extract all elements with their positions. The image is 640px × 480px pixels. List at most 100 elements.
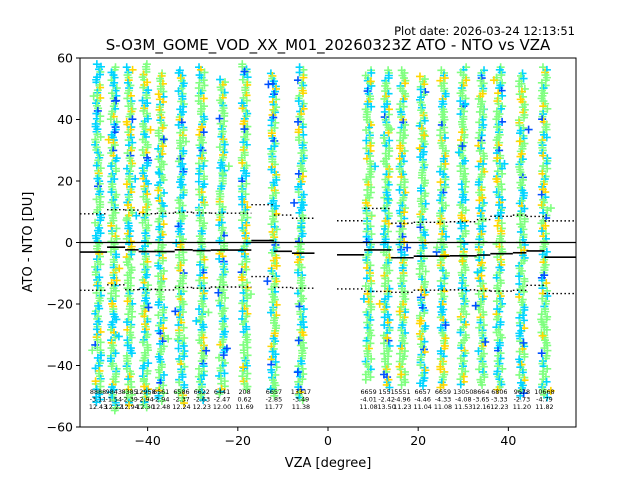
sample-point <box>158 308 167 317</box>
sample-point <box>143 143 152 152</box>
sample-point <box>266 308 275 317</box>
sample-column <box>104 63 124 415</box>
sample-point <box>524 125 533 134</box>
sample-point <box>154 300 163 309</box>
sample-point <box>456 380 465 389</box>
sample-point <box>104 135 113 144</box>
sample-point <box>538 331 547 340</box>
sample-point <box>159 389 168 398</box>
sample-point <box>380 321 389 330</box>
sample-point <box>359 294 368 303</box>
sample-point <box>384 110 393 119</box>
sample-point <box>420 116 429 125</box>
sample-point <box>415 72 424 81</box>
sample-point <box>418 381 427 390</box>
sample-point <box>546 204 555 213</box>
sample-point <box>543 364 552 373</box>
sample-point <box>154 186 163 195</box>
sample-point <box>215 254 224 263</box>
sample-point <box>537 349 546 358</box>
sample-point <box>383 333 392 342</box>
sample-point <box>96 260 105 269</box>
stat-std: 11.53 <box>454 403 472 411</box>
sample-column <box>192 63 213 405</box>
stat-count: 10668 <box>534 388 554 396</box>
sample-point <box>479 105 488 114</box>
sample-point <box>519 389 528 398</box>
sample-point <box>537 315 546 324</box>
sample-point <box>92 60 101 69</box>
sample-point <box>515 347 524 356</box>
sample-point <box>361 375 370 384</box>
sample-point <box>298 375 307 384</box>
sample-point <box>107 162 116 171</box>
sample-point <box>367 211 376 220</box>
sample-point <box>395 185 404 194</box>
sample-point <box>242 385 251 394</box>
sample-point <box>123 94 132 103</box>
sample-point <box>215 390 224 399</box>
sample-point <box>127 390 136 399</box>
sample-point <box>138 364 147 373</box>
sample-point <box>140 375 149 384</box>
sample-point <box>115 264 124 273</box>
sample-point <box>375 299 384 308</box>
sample-point <box>238 307 247 316</box>
stat-mean: 0.62 <box>237 396 251 404</box>
y-tick-label: 0 <box>65 235 73 250</box>
x-tick-label: 0 <box>324 433 332 448</box>
sample-column <box>514 69 533 400</box>
sample-point <box>479 362 488 371</box>
sample-point <box>194 364 203 373</box>
sample-point <box>367 102 376 111</box>
sample-point <box>433 243 442 252</box>
sample-point <box>216 301 225 310</box>
sample-point <box>542 377 551 386</box>
sample-point <box>215 236 224 245</box>
sample-point <box>174 388 183 397</box>
sample-point <box>174 284 183 293</box>
sample-point <box>238 281 247 290</box>
sample-point <box>421 199 430 208</box>
sample-point <box>493 221 502 230</box>
sample-point <box>293 268 302 277</box>
stat-std: 11.82 <box>535 403 553 411</box>
sample-point <box>266 385 275 394</box>
sample-point <box>498 333 507 342</box>
sample-point <box>195 260 204 269</box>
sample-point <box>204 308 213 317</box>
stat-std: 11.04 <box>414 403 432 411</box>
sample-point <box>246 290 255 299</box>
sample-point <box>456 328 465 337</box>
sample-point <box>385 136 394 145</box>
sample-point <box>112 234 121 243</box>
sample-point <box>111 333 120 342</box>
stat-mean: -3.49 <box>293 396 310 404</box>
sample-point <box>272 225 281 234</box>
stat-mean: -3.33 <box>491 396 508 404</box>
sample-point <box>199 371 208 380</box>
sample-point <box>440 74 449 83</box>
sample-point <box>543 292 552 301</box>
sample-point <box>371 162 380 171</box>
stat-count: 208 <box>238 388 250 396</box>
sample-point <box>107 362 116 371</box>
sample-point <box>475 196 484 205</box>
sample-point <box>143 205 152 214</box>
sample-point <box>543 164 552 173</box>
sample-point <box>401 79 410 88</box>
sample-point <box>385 383 394 392</box>
stat-std: 12.22 <box>105 403 123 411</box>
stat-mean: -2.42 <box>378 396 395 404</box>
sample-point <box>294 136 303 145</box>
sample-point <box>498 91 507 100</box>
sample-column <box>432 66 450 392</box>
sample-point <box>240 125 249 134</box>
sample-point <box>154 90 163 99</box>
sample-column <box>171 66 190 408</box>
sample-point <box>479 321 488 330</box>
x-tick-label: −20 <box>225 433 251 448</box>
sample-point <box>180 399 189 408</box>
sample-point <box>416 85 425 94</box>
